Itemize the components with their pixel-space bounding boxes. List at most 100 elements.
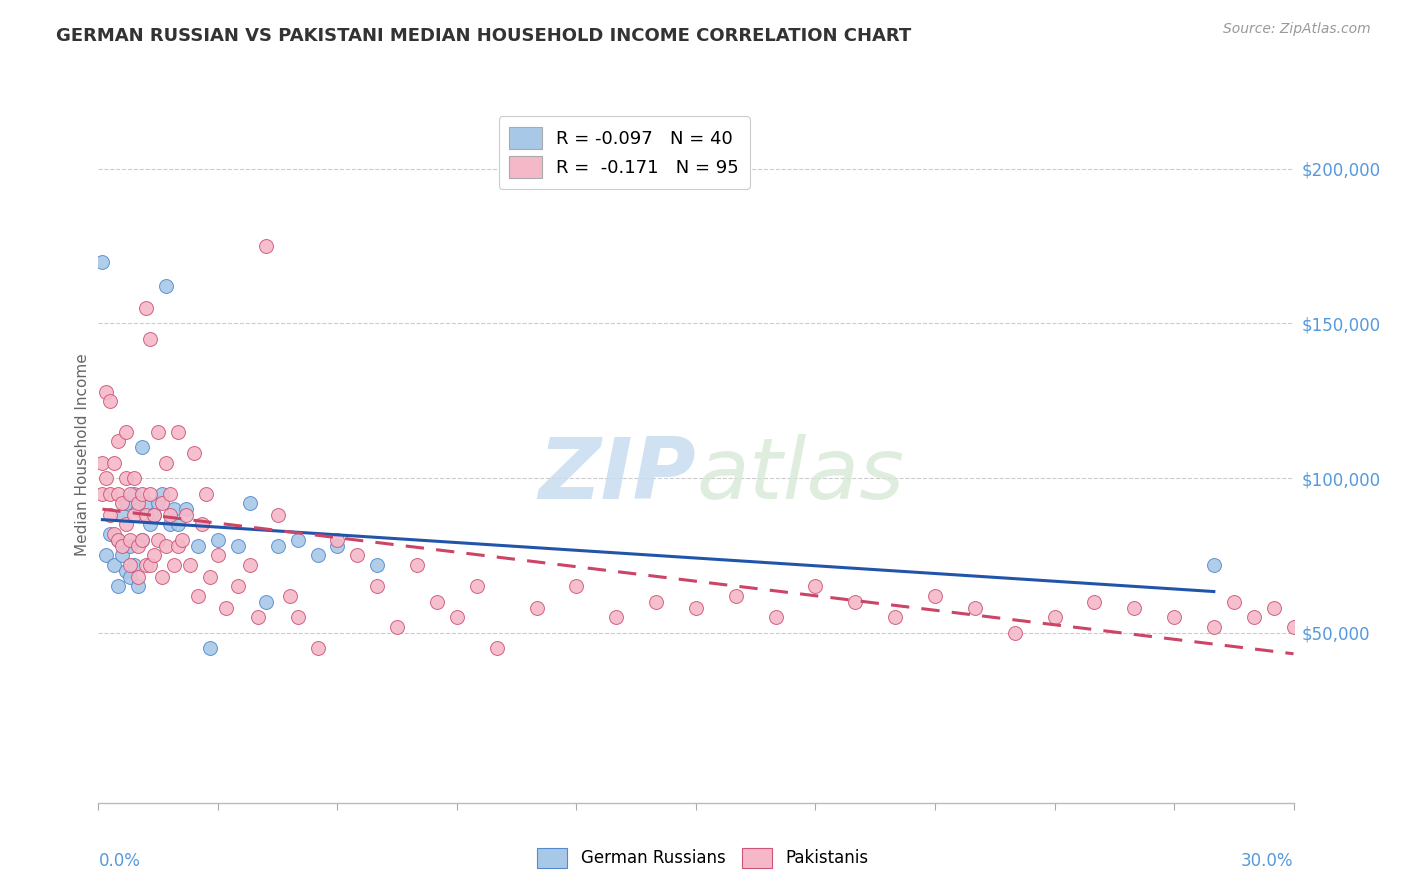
- Point: [159, 517, 181, 532]
- Point: [107, 579, 129, 593]
- Point: [115, 564, 138, 578]
- Point: [143, 508, 166, 523]
- Point: [246, 610, 269, 624]
- Point: [207, 533, 229, 547]
- Point: [115, 471, 138, 485]
- Point: [187, 589, 209, 603]
- Point: [91, 486, 114, 500]
- Point: [107, 533, 129, 547]
- Point: [1083, 595, 1105, 609]
- Point: [326, 539, 349, 553]
- Point: [111, 508, 134, 523]
- Point: [963, 601, 986, 615]
- Text: 30.0%: 30.0%: [1241, 852, 1294, 870]
- Point: [287, 533, 309, 547]
- Point: [254, 595, 277, 609]
- Point: [645, 595, 668, 609]
- Point: [111, 539, 134, 553]
- Point: [155, 279, 177, 293]
- Point: [187, 539, 209, 553]
- Point: [239, 558, 262, 572]
- Point: [167, 425, 190, 439]
- Point: [103, 558, 125, 572]
- Point: [884, 610, 907, 624]
- Point: [1123, 601, 1146, 615]
- Point: [366, 579, 388, 593]
- Point: [174, 502, 197, 516]
- Point: [127, 579, 149, 593]
- Point: [406, 558, 429, 572]
- Point: [139, 517, 162, 532]
- Point: [148, 533, 170, 547]
- Point: [565, 579, 588, 593]
- Text: atlas: atlas: [696, 434, 904, 517]
- Point: [1222, 595, 1246, 609]
- Point: [107, 486, 129, 500]
- Point: [100, 486, 122, 500]
- Point: [278, 589, 301, 603]
- Point: [139, 558, 162, 572]
- Point: [100, 508, 122, 523]
- Point: [1163, 610, 1185, 624]
- Point: [226, 579, 249, 593]
- Point: [191, 517, 214, 532]
- Text: GERMAN RUSSIAN VS PAKISTANI MEDIAN HOUSEHOLD INCOME CORRELATION CHART: GERMAN RUSSIAN VS PAKISTANI MEDIAN HOUSE…: [56, 27, 911, 45]
- Point: [724, 589, 747, 603]
- Point: [120, 533, 142, 547]
- Point: [159, 508, 181, 523]
- Point: [1043, 610, 1066, 624]
- Point: [765, 610, 787, 624]
- Point: [844, 595, 866, 609]
- Point: [179, 558, 201, 572]
- Point: [127, 502, 149, 516]
- Point: [804, 579, 827, 593]
- Point: [239, 496, 262, 510]
- Point: [326, 533, 349, 547]
- Point: [150, 486, 173, 500]
- Point: [1202, 558, 1225, 572]
- Legend: R = -0.097   N = 40, R =  -0.171   N = 95: R = -0.097 N = 40, R = -0.171 N = 95: [499, 116, 749, 189]
- Point: [131, 533, 153, 547]
- Point: [100, 526, 122, 541]
- Point: [366, 558, 388, 572]
- Point: [267, 539, 290, 553]
- Point: [207, 549, 229, 563]
- Point: [127, 496, 149, 510]
- Point: [96, 471, 118, 485]
- Point: [150, 570, 173, 584]
- Point: [115, 517, 138, 532]
- Text: 0.0%: 0.0%: [98, 852, 141, 870]
- Point: [131, 533, 153, 547]
- Point: [96, 549, 118, 563]
- Point: [1243, 610, 1265, 624]
- Point: [127, 570, 149, 584]
- Point: [163, 558, 186, 572]
- Point: [1202, 619, 1225, 633]
- Point: [385, 619, 409, 633]
- Point: [135, 301, 157, 315]
- Point: [107, 533, 129, 547]
- Point: [195, 486, 218, 500]
- Point: [107, 434, 129, 448]
- Point: [167, 539, 190, 553]
- Point: [685, 601, 707, 615]
- Point: [124, 486, 146, 500]
- Point: [135, 496, 157, 510]
- Point: [115, 425, 138, 439]
- Point: [307, 549, 329, 563]
- Point: [135, 558, 157, 572]
- Text: Source: ZipAtlas.com: Source: ZipAtlas.com: [1223, 22, 1371, 37]
- Point: [96, 384, 118, 399]
- Point: [120, 570, 142, 584]
- Point: [485, 641, 508, 656]
- Point: [91, 254, 114, 268]
- Point: [120, 558, 142, 572]
- Point: [426, 595, 449, 609]
- Point: [346, 549, 368, 563]
- Point: [115, 496, 138, 510]
- Legend: German Russians, Pakistanis: German Russians, Pakistanis: [530, 841, 876, 875]
- Point: [91, 456, 114, 470]
- Point: [139, 332, 162, 346]
- Point: [307, 641, 329, 656]
- Point: [924, 589, 946, 603]
